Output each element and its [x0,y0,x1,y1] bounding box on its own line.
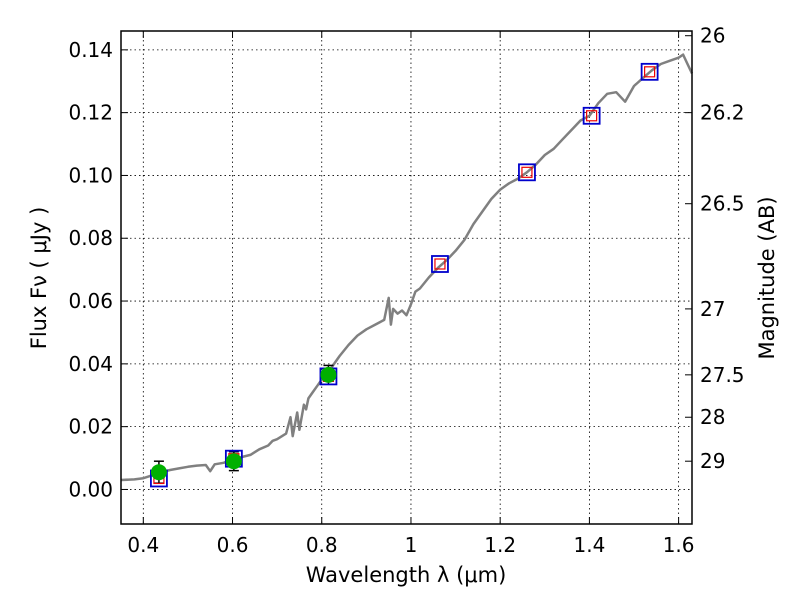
right-tick-label: 28 [700,405,725,429]
y-tick-label: 0.04 [68,352,113,376]
x-tick-label: 1.6 [663,533,695,557]
right-axis-title: Magnitude (AB) [755,196,779,359]
y-tick-label: 0.08 [68,226,113,250]
y-tick-label: 0.02 [68,415,113,439]
model-point-inner [521,166,533,178]
x-tick-label: 1.2 [484,533,516,557]
model-point-box [431,255,449,273]
y-axis-title: Flux Fν ( μJy ) [27,207,51,350]
model-point-box [518,163,536,182]
x-tick-label: 0.6 [217,533,249,557]
y-tick-label: 0.14 [68,38,113,62]
y-tick-label: 0.10 [68,163,113,187]
y-axis-ticks: 0.00 0.02 0.04 0.06 0.08 0.10 0.12 0.14 [68,38,128,501]
y-tick-label: 0.00 [68,477,113,501]
observed-point [225,453,242,470]
x-tick-label: 1.4 [573,533,605,557]
x-tick-label: 0.4 [127,533,159,557]
model-point-inner [434,258,446,270]
x-tick-label: 0.8 [306,533,338,557]
right-tick-label: 26.5 [700,192,745,216]
y-tick-label: 0.12 [68,101,113,125]
spectrum-line [120,53,694,482]
model-point-box [640,62,659,81]
x-axis-title: Wavelength λ (μm) [306,563,507,587]
x-tick-label: 1 [405,533,418,557]
x-axis-ticks: 0.4 0.6 0.8 1 1.2 1.4 1.6 [127,31,695,557]
grid-lines [121,31,692,524]
photometry-points [150,62,659,488]
plot-frame [120,30,693,525]
y-tick-label: 0.06 [68,289,113,313]
observed-point [150,464,167,481]
right-tick-label: 27.5 [700,363,745,387]
model-point-inner [644,66,656,78]
model-spectrum [120,53,694,482]
right-tick-label: 26.2 [700,101,745,125]
right-tick-label: 27 [700,297,725,321]
model-point-inner [586,110,598,122]
model-point-box [582,106,601,125]
right-axis-ticks: 26 26.2 26.5 27 27.5 28 29 [685,24,745,473]
right-tick-label: 29 [700,449,725,473]
observed-point [320,366,337,383]
right-tick-label: 26 [700,24,725,48]
